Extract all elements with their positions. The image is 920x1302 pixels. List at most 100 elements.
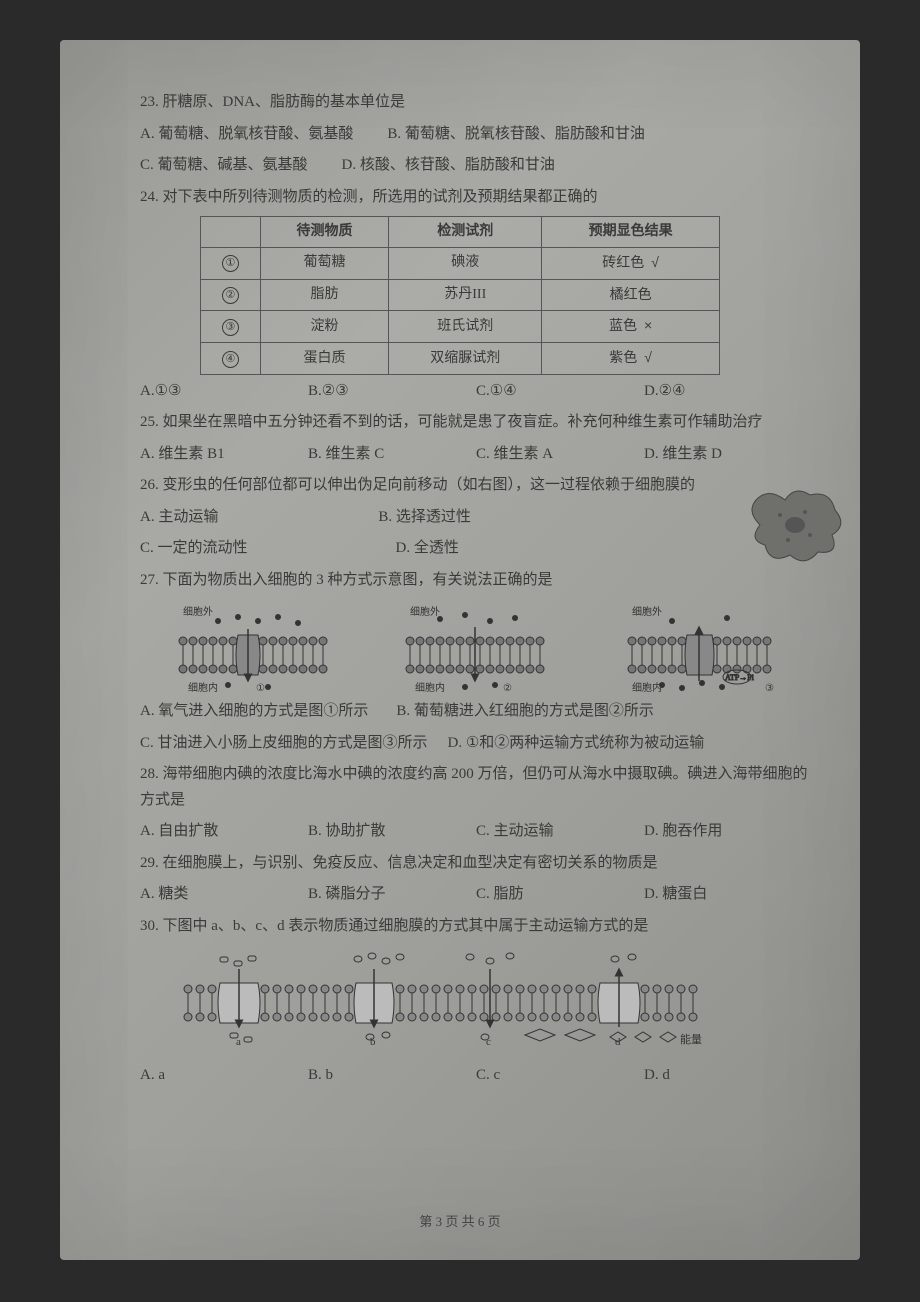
q24-th-3: 预期显色结果 [542,217,720,248]
table-row: ② 脂肪 苏丹III 橘红色 [201,279,720,311]
q30-opt-c: C. c [476,1063,644,1089]
page-content: 23. 肝糖原、DNA、脂肪酶的基本单位是 A. 葡萄糖、脱氧核苷酸、氨基酸 B… [140,90,820,1088]
q26-options: A. 主动运输 B. 选择透过性 [140,505,820,531]
q28-opt-b: B. 协助扩散 [308,819,476,845]
q25-opt-c: C. 维生素 A [476,442,644,468]
q30-opt-b: B. b [308,1063,476,1089]
q23-opt-b: B. 葡萄糖、脱氧核苷酸、脂肪酸和甘油 [387,122,645,148]
q27-fig-1: 细胞外 [163,603,343,693]
svg-text:d: d [615,1036,621,1047]
scanned-page: 23. 肝糖原、DNA、脂肪酶的基本单位是 A. 葡萄糖、脱氧核苷酸、氨基酸 B… [60,40,860,1260]
row-num: ④ [222,351,239,368]
table-row: ④ 蛋白质 双缩脲试剂 紫色 √ [201,343,720,375]
q24-opt-c: C.①④ [476,379,644,405]
page-footer: 第 3 页 共 6 页 [60,1211,860,1230]
svg-text:b: b [370,1036,376,1047]
label-in: 细胞内 [415,681,445,693]
row-sub: 蛋白质 [260,343,388,375]
q27-opt-a: A. 氧气进入细胞的方式是图①所示 [140,699,368,725]
row-reagent: 碘液 [389,247,542,279]
q24-th-2: 检测试剂 [389,217,542,248]
q23-opt-a: A. 葡萄糖、脱氧核苷酸、氨基酸 [140,122,353,148]
row-result: 橘红色 [610,288,652,303]
table-row: ③ 淀粉 班氏试剂 蓝色 × [201,311,720,343]
q25-opt-d: D. 维生素 D [644,442,812,468]
amoeba-icon [740,480,850,570]
q30-figure: a b c d 能量 [170,947,820,1057]
row-sub: 葡萄糖 [260,247,388,279]
q30-opt-d: D. d [644,1063,812,1089]
svg-text:②: ② [503,683,512,693]
q27-opt-b: B. 葡萄糖进入红细胞的方式是图②所示 [396,699,654,725]
q28-options: A. 自由扩散 B. 协助扩散 C. 主动运输 D. 胞吞作用 [140,819,820,845]
q29-options: A. 糖类 B. 磷脂分子 C. 脂肪 D. 糖蛋白 [140,882,820,908]
row-result: 砖红色 [602,256,644,271]
q27-opt-d: D. ①和②两种运输方式统称为被动运输 [448,731,705,757]
q28-opt-d: D. 胞吞作用 [644,819,812,845]
q24-options: A.①③ B.②③ C.①④ D.②④ [140,379,820,405]
svg-text:c: c [486,1036,491,1047]
row-num: ③ [222,319,239,336]
label-out: 细胞外 [183,605,213,618]
q26-options-2: C. 一定的流动性 D. 全透性 [140,536,820,562]
row-reagent: 班氏试剂 [389,311,542,343]
row-sub: 脂肪 [260,279,388,311]
check-icon: √ [651,254,659,270]
q23-opt-c: C. 葡萄糖、碱基、氨基酸 [140,153,308,179]
label-energy: 能量 [680,1032,702,1046]
q30-opt-a: A. a [140,1063,308,1089]
q30-stem: 30. 下图中 a、b、c、d 表示物质通过细胞膜的方式其中属于主动运输方式的是 [140,914,820,940]
row-result: 蓝色 [609,319,637,334]
q29-opt-a: A. 糖类 [140,882,308,908]
svg-text:①: ① [256,683,265,693]
row-num: ② [222,287,239,304]
q27-fig-2: 细胞外 [390,603,570,693]
label-out: 细胞外 [632,605,662,618]
q27-options: A. 氧气进入细胞的方式是图①所示 B. 葡萄糖进入红细胞的方式是图②所示 [140,699,820,725]
svg-text:a: a [236,1036,241,1047]
q29-opt-c: C. 脂肪 [476,882,644,908]
q24-th-0 [201,217,261,248]
q28-opt-a: A. 自由扩散 [140,819,308,845]
q27-opt-c: C. 甘油进入小肠上皮细胞的方式是图③所示 [140,731,428,757]
q24-opt-d: D.②④ [644,379,812,405]
row-reagent: 双缩脲试剂 [389,343,542,375]
q29-stem: 29. 在细胞膜上，与识别、免疫反应、信息决定和血型决定有密切关系的物质是 [140,851,820,877]
svg-text:③: ③ [765,683,774,693]
label-atp: ATP→Pi [725,673,755,682]
row-reagent: 苏丹III [389,279,542,311]
row-num: ① [222,255,239,272]
q28-stem: 28. 海带细胞内碘的浓度比海水中碘的浓度约高 200 万倍，但仍可从海水中摄取… [140,762,820,813]
q30-options: A. a B. b C. c D. d [140,1063,820,1089]
q27-options-2: C. 甘油进入小肠上皮细胞的方式是图③所示 D. ①和②两种运输方式统称为被动运… [140,731,820,757]
table-row: ① 葡萄糖 碘液 砖红色 √ [201,247,720,279]
q23-options-2: C. 葡萄糖、碱基、氨基酸 D. 核酸、核苷酸、脂肪酸和甘油 [140,153,820,179]
q27-figures: 细胞外 [140,603,820,693]
q26-opt-a: A. 主动运输 [140,505,218,531]
q26-opt-b: B. 选择透过性 [378,505,471,531]
row-result: 紫色 [609,351,637,366]
q27-fig-3: 细胞外 [617,603,797,693]
q28-opt-c: C. 主动运输 [476,819,644,845]
q24-opt-b: B.②③ [308,379,476,405]
q23-stem: 23. 肝糖原、DNA、脂肪酶的基本单位是 [140,90,820,116]
q25-opt-b: B. 维生素 C [308,442,476,468]
label-in: 细胞内 [632,681,662,693]
q24-th-1: 待测物质 [260,217,388,248]
q25-stem: 25. 如果坐在黑暗中五分钟还看不到的话，可能就是患了夜盲症。补充何种维生素可作… [140,410,820,436]
q26-stem: 26. 变形虫的任何部位都可以伸出伪足向前移动（如右图），这一过程依赖于细胞膜的 [140,473,820,499]
q29-opt-d: D. 糖蛋白 [644,882,812,908]
row-sub: 淀粉 [260,311,388,343]
q26-opt-d: D. 全透性 [396,536,459,562]
q23-options: A. 葡萄糖、脱氧核苷酸、氨基酸 B. 葡萄糖、脱氧核苷酸、脂肪酸和甘油 [140,122,820,148]
cross-icon: × [644,317,652,333]
q24-opt-a: A.①③ [140,379,308,405]
q23-opt-d: D. 核酸、核苷酸、脂肪酸和甘油 [342,153,555,179]
label-in: 细胞内 [188,681,218,693]
q27-stem: 27. 下面为物质出入细胞的 3 种方式示意图，有关说法正确的是 [140,568,820,594]
q29-opt-b: B. 磷脂分子 [308,882,476,908]
q24-table: 待测物质 检测试剂 预期显色结果 ① 葡萄糖 碘液 砖红色 √ ② 脂肪 苏丹I… [200,216,720,375]
q25-options: A. 维生素 B1 B. 维生素 C C. 维生素 A D. 维生素 D [140,442,820,468]
q26-opt-c: C. 一定的流动性 [140,536,248,562]
check-icon: √ [644,349,652,365]
